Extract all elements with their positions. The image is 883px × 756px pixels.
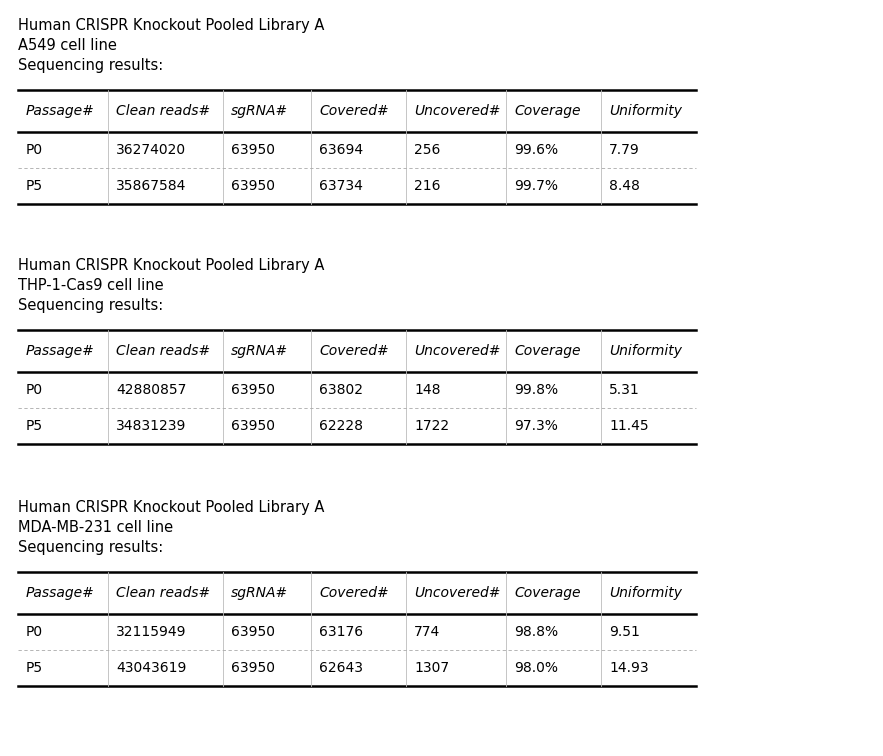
Text: 34831239: 34831239 xyxy=(116,419,186,433)
Text: 42880857: 42880857 xyxy=(116,383,186,397)
Text: 43043619: 43043619 xyxy=(116,661,186,675)
Text: 9.51: 9.51 xyxy=(609,625,640,639)
Text: Clean reads#: Clean reads# xyxy=(116,586,210,600)
Text: 36274020: 36274020 xyxy=(116,143,186,157)
Text: P5: P5 xyxy=(26,419,43,433)
Text: 14.93: 14.93 xyxy=(609,661,649,675)
Text: 7.79: 7.79 xyxy=(609,143,640,157)
Text: 1722: 1722 xyxy=(414,419,449,433)
Text: Coverage: Coverage xyxy=(514,104,580,118)
Text: 63950: 63950 xyxy=(231,143,275,157)
Text: Human CRISPR Knockout Pooled Library A: Human CRISPR Knockout Pooled Library A xyxy=(18,258,324,273)
Text: 774: 774 xyxy=(414,625,441,639)
Text: Clean reads#: Clean reads# xyxy=(116,344,210,358)
Text: 98.8%: 98.8% xyxy=(514,625,558,639)
Text: 99.7%: 99.7% xyxy=(514,179,558,193)
Text: Uniformity: Uniformity xyxy=(609,586,682,600)
Text: 148: 148 xyxy=(414,383,441,397)
Text: Uncovered#: Uncovered# xyxy=(414,104,501,118)
Text: Clean reads#: Clean reads# xyxy=(116,104,210,118)
Text: Sequencing results:: Sequencing results: xyxy=(18,540,163,555)
Text: 62228: 62228 xyxy=(319,419,363,433)
Text: P5: P5 xyxy=(26,661,43,675)
Text: Covered#: Covered# xyxy=(319,104,389,118)
Text: 63950: 63950 xyxy=(231,383,275,397)
Text: P0: P0 xyxy=(26,143,43,157)
Text: 216: 216 xyxy=(414,179,441,193)
Text: 63694: 63694 xyxy=(319,143,363,157)
Text: 63950: 63950 xyxy=(231,419,275,433)
Text: 98.0%: 98.0% xyxy=(514,661,558,675)
Text: 63950: 63950 xyxy=(231,625,275,639)
Text: Uncovered#: Uncovered# xyxy=(414,344,501,358)
Text: sgRNA#: sgRNA# xyxy=(231,344,288,358)
Text: 97.3%: 97.3% xyxy=(514,419,558,433)
Text: Coverage: Coverage xyxy=(514,344,580,358)
Text: P5: P5 xyxy=(26,179,43,193)
Text: Coverage: Coverage xyxy=(514,586,580,600)
Text: 63950: 63950 xyxy=(231,661,275,675)
Text: 5.31: 5.31 xyxy=(609,383,640,397)
Text: Passage#: Passage# xyxy=(26,344,94,358)
Text: Uncovered#: Uncovered# xyxy=(414,586,501,600)
Text: sgRNA#: sgRNA# xyxy=(231,586,288,600)
Text: 1307: 1307 xyxy=(414,661,449,675)
Text: P0: P0 xyxy=(26,625,43,639)
Text: MDA-MB-231 cell line: MDA-MB-231 cell line xyxy=(18,520,173,535)
Text: Passage#: Passage# xyxy=(26,586,94,600)
Text: 99.6%: 99.6% xyxy=(514,143,558,157)
Text: 63176: 63176 xyxy=(319,625,363,639)
Text: 256: 256 xyxy=(414,143,441,157)
Text: A549 cell line: A549 cell line xyxy=(18,38,117,53)
Text: 62643: 62643 xyxy=(319,661,363,675)
Text: 32115949: 32115949 xyxy=(116,625,186,639)
Text: THP-1-Cas9 cell line: THP-1-Cas9 cell line xyxy=(18,278,163,293)
Text: Covered#: Covered# xyxy=(319,586,389,600)
Text: P0: P0 xyxy=(26,383,43,397)
Text: 63802: 63802 xyxy=(319,383,363,397)
Text: Uniformity: Uniformity xyxy=(609,104,682,118)
Text: Human CRISPR Knockout Pooled Library A: Human CRISPR Knockout Pooled Library A xyxy=(18,500,324,515)
Text: Sequencing results:: Sequencing results: xyxy=(18,298,163,313)
Text: Passage#: Passage# xyxy=(26,104,94,118)
Text: 99.8%: 99.8% xyxy=(514,383,558,397)
Text: 11.45: 11.45 xyxy=(609,419,649,433)
Text: Covered#: Covered# xyxy=(319,344,389,358)
Text: 63950: 63950 xyxy=(231,179,275,193)
Text: 63734: 63734 xyxy=(319,179,363,193)
Text: 8.48: 8.48 xyxy=(609,179,640,193)
Text: 35867584: 35867584 xyxy=(116,179,186,193)
Text: Human CRISPR Knockout Pooled Library A: Human CRISPR Knockout Pooled Library A xyxy=(18,18,324,33)
Text: Sequencing results:: Sequencing results: xyxy=(18,58,163,73)
Text: Uniformity: Uniformity xyxy=(609,344,682,358)
Text: sgRNA#: sgRNA# xyxy=(231,104,288,118)
